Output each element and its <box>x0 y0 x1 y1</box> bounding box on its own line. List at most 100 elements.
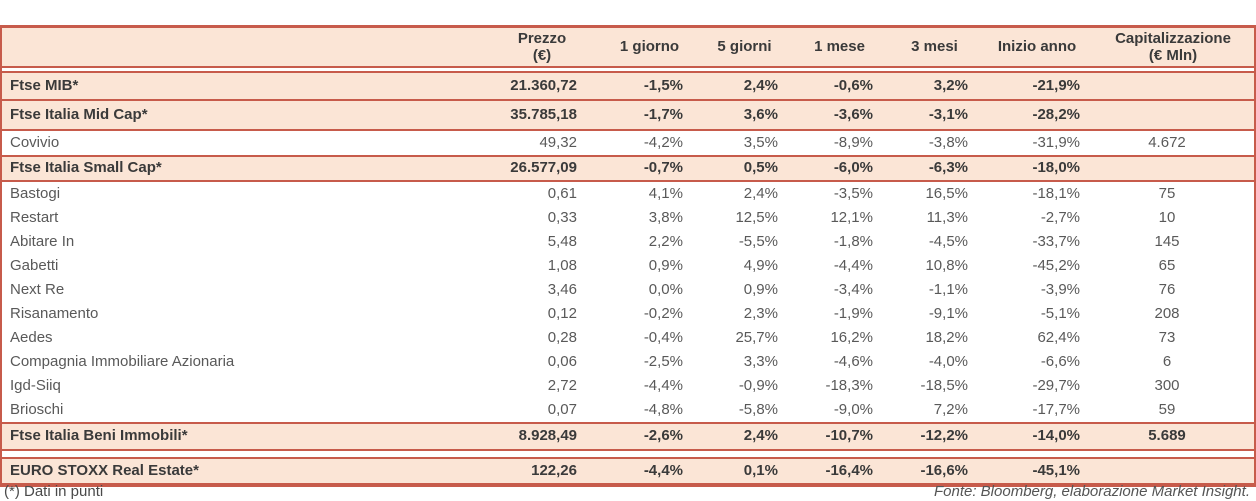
cell-name: Abitare In <box>10 232 75 250</box>
cell-5-giorni: 3,6% <box>743 105 778 123</box>
cell-1-mese: -4,6% <box>833 352 873 370</box>
cell-inizio-anno: -14,0% <box>1032 427 1080 445</box>
cell-1-mese: -0,6% <box>833 76 873 94</box>
cell-3-mesi: -3,8% <box>928 133 968 151</box>
cell-1-mese: -18,3% <box>825 376 873 394</box>
cell-3-mesi: -12,2% <box>920 427 968 445</box>
cell-1-giorno: 0,9% <box>648 256 683 274</box>
cell-inizio-anno: -6,6% <box>1040 352 1080 370</box>
cell-1-mese: -9,0% <box>833 400 873 418</box>
cell-name: Ftse MIB* <box>10 76 79 94</box>
row-ftse-italia-beni-immobili: Ftse Italia Beni Immobili* 8.928,49 -2,6… <box>2 422 1254 451</box>
cell-3-mesi: -4,0% <box>928 352 968 370</box>
cell-name: Igd-Siiq <box>10 376 61 394</box>
cell-1-giorno: -4,4% <box>643 376 683 394</box>
cell-1-mese: -3,4% <box>833 280 873 298</box>
row-brioschi: Brioschi 0,07 -4,8% -5,8% -9,0% 7,2% -17… <box>2 398 1254 422</box>
cell-1-mese: -6,0% <box>833 159 873 177</box>
cell-5-giorni: 2,4% <box>743 184 778 202</box>
cell-1-mese: -1,9% <box>833 304 873 322</box>
header-3-mesi: 3 mesi <box>911 37 958 55</box>
header-inizio-anno: Inizio anno <box>997 37 1077 55</box>
cell-inizio-anno: -28,2% <box>1032 105 1080 123</box>
header-prezzo-line1: Prezzo <box>517 30 567 47</box>
cell-1-mese: -8,9% <box>833 133 873 151</box>
table-footer: (*) Dati in punti Fonte: Bloomberg, elab… <box>0 481 1256 501</box>
cell-5-giorni: 3,5% <box>743 133 778 151</box>
cell-5-giorni: -0,9% <box>738 376 778 394</box>
row-ftse-italia-mid-cap: Ftse Italia Mid Cap* 35.785,18 -1,7% 3,6… <box>2 101 1254 131</box>
cell-3-mesi: -16,6% <box>920 461 968 479</box>
cell-3-mesi: 18,2% <box>925 328 968 346</box>
cell-1-giorno: -0,4% <box>643 328 683 346</box>
cell-5-giorni: 2,4% <box>743 76 778 94</box>
cell-capitalizzazione: 208 <box>1154 304 1180 322</box>
cell-inizio-anno: -31,9% <box>1032 133 1080 151</box>
cell-3-mesi: -18,5% <box>920 376 968 394</box>
cell-prezzo: 5,48 <box>547 232 577 250</box>
table-header-row: Prezzo (€) 1 giorno 5 giorni 1 mese 3 me… <box>2 28 1254 68</box>
row-next-re: Next Re 3,46 0,0% 0,9% -3,4% -1,1% -3,9%… <box>2 278 1254 302</box>
cell-inizio-anno: -33,7% <box>1032 232 1080 250</box>
cell-5-giorni: 0,5% <box>743 159 778 177</box>
cell-1-mese: -10,7% <box>825 427 873 445</box>
row-gabetti: Gabetti 1,08 0,9% 4,9% -4,4% 10,8% -45,2… <box>2 254 1254 278</box>
header-prezzo-line2: (€) <box>532 47 552 64</box>
cell-name: Ftse Italia Beni Immobili* <box>10 427 188 445</box>
cell-inizio-anno: -18,0% <box>1032 159 1080 177</box>
cell-name: Restart <box>10 208 59 226</box>
cell-name: Covivio <box>10 133 60 151</box>
cell-inizio-anno: -5,1% <box>1040 304 1080 322</box>
cell-name: Ftse Italia Mid Cap* <box>10 105 148 123</box>
cell-1-giorno: -1,5% <box>643 76 683 94</box>
cell-5-giorni: 12,5% <box>735 208 778 226</box>
header-1-giorno: 1 giorno <box>619 37 680 55</box>
cell-5-giorni: 4,9% <box>743 256 778 274</box>
cell-inizio-anno: -18,1% <box>1032 184 1080 202</box>
cell-1-giorno: -4,4% <box>643 461 683 479</box>
cell-1-giorno: -4,2% <box>643 133 683 151</box>
header-gap <box>2 68 1254 71</box>
cell-capitalizzazione: 10 <box>1158 208 1176 226</box>
cell-5-giorni: 0,9% <box>743 280 778 298</box>
cell-prezzo: 49,32 <box>539 133 577 151</box>
cell-1-mese: -1,8% <box>833 232 873 250</box>
cell-5-giorni: 2,3% <box>743 304 778 322</box>
cell-inizio-anno: -21,9% <box>1032 76 1080 94</box>
cell-1-mese: 16,2% <box>830 328 873 346</box>
cell-1-giorno: -4,8% <box>643 400 683 418</box>
cell-1-giorno: -0,7% <box>643 159 683 177</box>
header-prezzo: Prezzo (€) <box>482 30 602 64</box>
cell-1-giorno: -1,7% <box>643 105 683 123</box>
cell-prezzo: 2,72 <box>547 376 577 394</box>
cell-5-giorni: -5,5% <box>738 232 778 250</box>
cell-capitalizzazione: 59 <box>1158 400 1176 418</box>
row-bastogi: Bastogi 0,61 4,1% 2,4% -3,5% 16,5% -18,1… <box>2 182 1254 206</box>
header-capitalizzazione: Capitalizzazione (€ Mln) <box>1092 30 1254 64</box>
cell-inizio-anno: 62,4% <box>1037 328 1080 346</box>
cell-1-mese: 12,1% <box>830 208 873 226</box>
cell-inizio-anno: -45,1% <box>1032 461 1080 479</box>
cell-name: EURO STOXX Real Estate* <box>10 461 199 479</box>
cell-capitalizzazione: 73 <box>1158 328 1176 346</box>
cell-prezzo: 0,33 <box>547 208 577 226</box>
cell-capitalizzazione: 75 <box>1158 184 1176 202</box>
cell-3-mesi: 16,5% <box>925 184 968 202</box>
cell-prezzo: 3,46 <box>547 280 577 298</box>
cell-3-mesi: 3,2% <box>933 76 968 94</box>
cell-5-giorni: 0,1% <box>743 461 778 479</box>
row-aedes: Aedes 0,28 -0,4% 25,7% 16,2% 18,2% 62,4%… <box>2 326 1254 350</box>
cell-inizio-anno: -17,7% <box>1032 400 1080 418</box>
row-restart: Restart 0,33 3,8% 12,5% 12,1% 11,3% -2,7… <box>2 206 1254 230</box>
cell-capitalizzazione: 4.672 <box>1148 133 1186 151</box>
header-5-giorni: 5 giorni <box>717 37 772 55</box>
cell-3-mesi: 10,8% <box>925 256 968 274</box>
cell-capitalizzazione: 76 <box>1158 280 1176 298</box>
cell-prezzo: 0,12 <box>547 304 577 322</box>
header-1-mese: 1 mese <box>814 37 865 55</box>
source-attribution: Fonte: Bloomberg, elaborazione Market In… <box>933 482 1250 500</box>
cell-1-giorno: 3,8% <box>648 208 683 226</box>
cell-name: Aedes <box>10 328 53 346</box>
section-gap <box>2 451 1254 457</box>
